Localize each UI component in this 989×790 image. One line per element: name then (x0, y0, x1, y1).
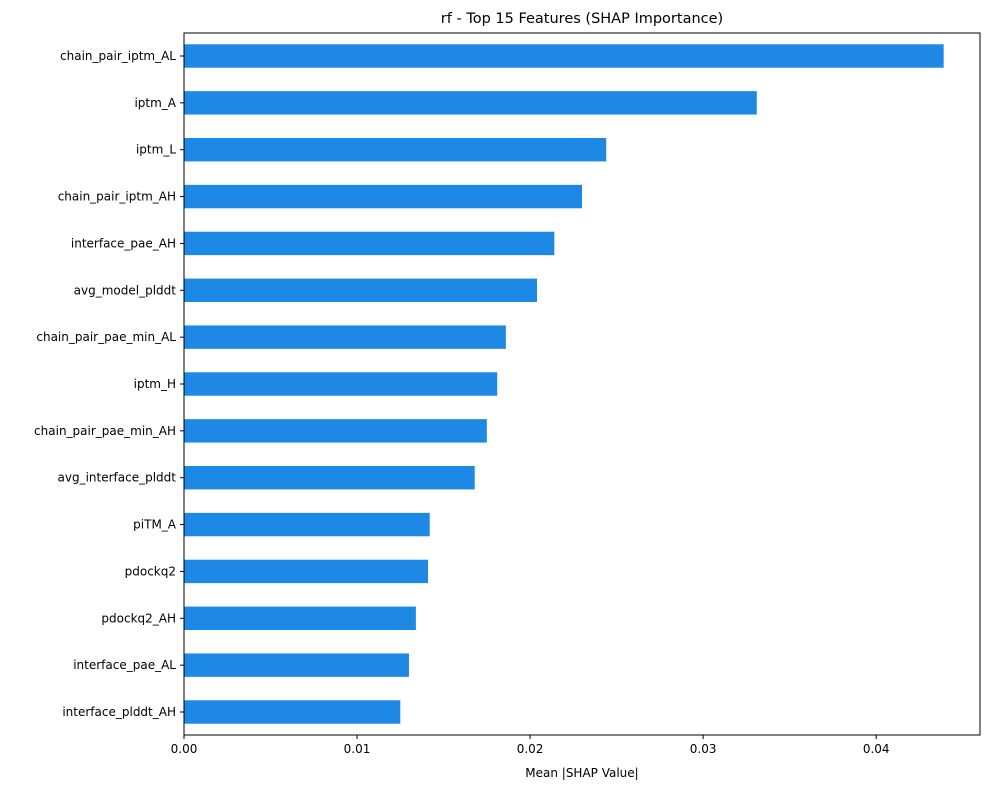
y-tick-label: chain_pair_iptm_AL (60, 49, 176, 63)
y-tick-label: interface_pae_AH (71, 236, 176, 250)
bar-piTM_A (184, 512, 430, 537)
y-axis-ticks: chain_pair_iptm_AL iptm_A iptm_L chain_pair… (34, 49, 184, 719)
y-tick-label: chain_pair_iptm_AH (58, 190, 176, 204)
y-tick-label: iptm_A (134, 96, 176, 110)
bar-pdockq2 (184, 559, 428, 584)
bar-avg_model_plddt (184, 278, 538, 302)
bar-chain_pair_iptm_AL (184, 44, 944, 68)
y-tick-label: avg_model_plddt (74, 283, 177, 297)
y-tick-label: avg_interface_plddt (58, 471, 177, 485)
bar-pdockq2_AH (184, 606, 416, 630)
y-tick-label: chain_pair_pae_min_AL (36, 330, 176, 344)
bar-chain_pair_pae_min_AH (184, 419, 487, 443)
y-tick-label: chain_pair_pae_min_AH (34, 424, 176, 438)
x-axis-ticks: 0.00 0.01 0.02 0.03 0.04 (171, 735, 890, 756)
y-tick-label: pdockq2_AH (101, 611, 176, 625)
x-tick-label: 0.03 (690, 742, 717, 756)
x-tick-label: 0.01 (344, 742, 371, 756)
x-axis-label: Mean |SHAP Value| (525, 766, 638, 780)
x-tick-label: 0.00 (171, 742, 198, 756)
x-tick-label: 0.04 (863, 742, 890, 756)
y-tick-label: pdockq2 (125, 564, 176, 578)
bar-iptm_A (184, 91, 757, 115)
y-tick-label: piTM_A (133, 518, 177, 532)
y-tick-label: iptm_L (136, 143, 176, 157)
bar-interface_pae_AL (184, 653, 409, 677)
chart-title: rf - Top 15 Features (SHAP Importance) (441, 11, 723, 27)
bar-avg_interface_plddt (184, 466, 475, 490)
plot-frame (183, 32, 981, 736)
bar-chain_pair_pae_min_AL (184, 325, 506, 349)
bar-interface_plddt_AH (184, 700, 401, 724)
bar-chain_pair_iptm_AH (184, 184, 582, 209)
bars-group (184, 44, 944, 724)
bar-iptm_H (184, 372, 498, 396)
y-tick-label: iptm_H (134, 377, 176, 391)
y-tick-label: interface_plddt_AH (62, 705, 176, 719)
x-tick-label: 0.02 (517, 742, 544, 756)
y-tick-label: interface_pae_AL (73, 658, 176, 672)
bar-iptm_L (184, 138, 607, 162)
bar-interface_pae_AH (184, 231, 555, 256)
